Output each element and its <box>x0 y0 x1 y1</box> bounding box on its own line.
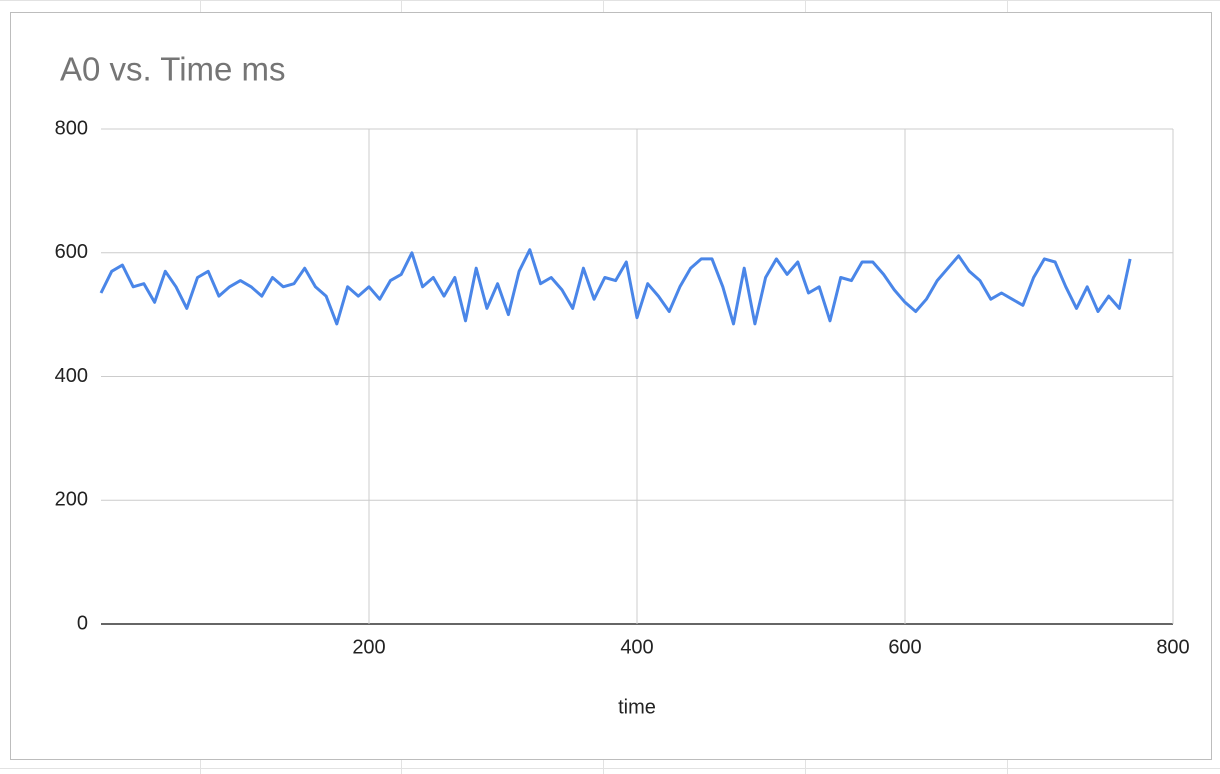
x-axis-label: time <box>618 696 656 718</box>
chart-frame <box>10 12 1212 760</box>
y-tick-label: 400 <box>55 365 88 387</box>
y-tick-label: 0 <box>77 612 88 634</box>
y-tick-label: 800 <box>55 117 88 139</box>
chart-title: A0 vs. Time ms <box>60 51 286 88</box>
x-tick-label: 800 <box>1156 636 1189 658</box>
data-line <box>99 248 1132 326</box>
x-tick-label: 200 <box>352 636 385 658</box>
x-tick-label: 400 <box>620 636 653 658</box>
x-tick-label: 600 <box>888 636 921 658</box>
y-tick-label: 200 <box>55 489 88 511</box>
y-tick-label: 600 <box>55 241 88 263</box>
